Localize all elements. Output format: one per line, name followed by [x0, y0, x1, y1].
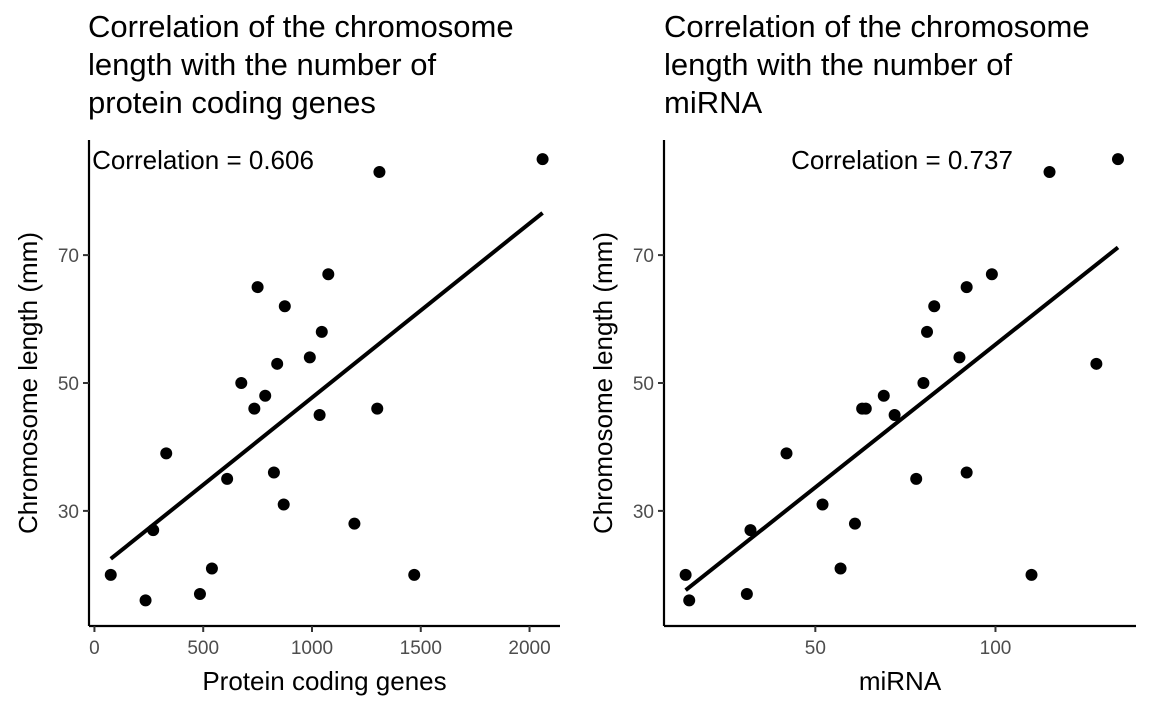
- data-point: [193, 588, 206, 601]
- data-point: [683, 594, 696, 607]
- data-point: [917, 377, 930, 389]
- x-tick-label: 50: [805, 638, 826, 659]
- data-point: [834, 562, 847, 575]
- chart-title-line: Correlation of the chromosome: [88, 9, 514, 44]
- data-point: [921, 325, 934, 338]
- data-point: [371, 402, 384, 415]
- chart-title-line: length with the number of: [88, 47, 437, 82]
- data-point: [859, 402, 872, 415]
- x-tick-label: 1500: [400, 638, 442, 659]
- data-point: [373, 165, 386, 178]
- data-point: [740, 588, 753, 601]
- data-point: [160, 447, 173, 460]
- y-tick-label: 70: [633, 246, 654, 267]
- data-point: [744, 524, 757, 537]
- data-point: [960, 466, 973, 479]
- scatter-plot-protein: 30 50 70 0 500 1000 1500 2000 Protein coding gen…: [13, 140, 560, 696]
- data-point: [104, 568, 117, 581]
- data-point: [322, 268, 335, 281]
- data-point: [816, 498, 829, 511]
- y-tick-label: 50: [633, 374, 654, 395]
- data-point: [780, 447, 793, 460]
- data-point: [953, 351, 966, 364]
- data-point: [408, 568, 421, 581]
- data-point: [848, 517, 861, 530]
- data-point: [139, 594, 152, 607]
- x-tick-label: 1000: [291, 638, 333, 659]
- data-point: [259, 389, 272, 402]
- x-tick-label: 100: [980, 638, 1012, 659]
- chart-title-line: length with the number of: [664, 47, 1013, 82]
- data-point: [147, 524, 160, 537]
- data-point: [248, 402, 261, 415]
- data-point: [877, 389, 890, 402]
- x-tick-label: 2000: [508, 638, 550, 659]
- data-point: [251, 281, 264, 294]
- data-point: [1025, 568, 1038, 581]
- y-tick-label: 30: [633, 502, 654, 523]
- data-point: [1111, 153, 1124, 166]
- data-point: [536, 153, 549, 166]
- data-point: [888, 408, 901, 421]
- x-axis-title: miRNA: [859, 666, 942, 696]
- data-point: [985, 268, 998, 281]
- data-point: [315, 325, 328, 338]
- chart-title: Correlation of the chromosome length wit…: [88, 8, 514, 122]
- correlation-annotation: Correlation = 0.606: [92, 145, 314, 175]
- data-point: [205, 562, 218, 575]
- chart-panel-protein: Correlation of the chromosome length wit…: [13, 8, 560, 696]
- y-tick-label: 50: [58, 374, 79, 395]
- correlation-annotation: Correlation = 0.737: [791, 145, 1013, 175]
- data-point: [1043, 165, 1056, 178]
- data-point: [313, 408, 326, 421]
- chart-title-line: protein coding genes: [88, 85, 376, 120]
- y-axis-title: Chromosome length (mm): [13, 232, 43, 534]
- y-tick-label: 70: [58, 246, 79, 267]
- trend-line: [684, 245, 1120, 592]
- y-axis-title: Chromosome length (mm): [588, 232, 618, 534]
- chart-title-line: Correlation of the chromosome: [664, 9, 1090, 44]
- data-point: [910, 472, 923, 485]
- trend-line: [109, 211, 544, 561]
- chart-title: Correlation of the chromosome length wit…: [664, 8, 1090, 122]
- data-point: [235, 377, 248, 389]
- data-point: [1090, 357, 1103, 370]
- data-point: [679, 568, 692, 581]
- chart-panel-mirna: Correlation of the chromosome length wit…: [576, 0, 1152, 711]
- data-point: [348, 517, 361, 530]
- x-axis-title: Protein coding genes: [202, 666, 446, 696]
- data-point: [278, 300, 291, 313]
- data-point: [267, 466, 280, 479]
- data-point: [271, 357, 284, 370]
- data-point: [277, 498, 290, 511]
- data-point: [960, 281, 973, 294]
- scatter-plot-mirna: 30 50 70 50 100 miRNA Chromosome length (mm) Co…: [588, 140, 1136, 696]
- x-tick-label: 0: [89, 638, 100, 659]
- data-point: [928, 300, 941, 313]
- data-point: [221, 472, 234, 485]
- chart-title-line: miRNA: [664, 85, 763, 120]
- x-tick-label: 500: [187, 638, 219, 659]
- data-point: [303, 351, 316, 364]
- y-tick-label: 30: [58, 502, 79, 523]
